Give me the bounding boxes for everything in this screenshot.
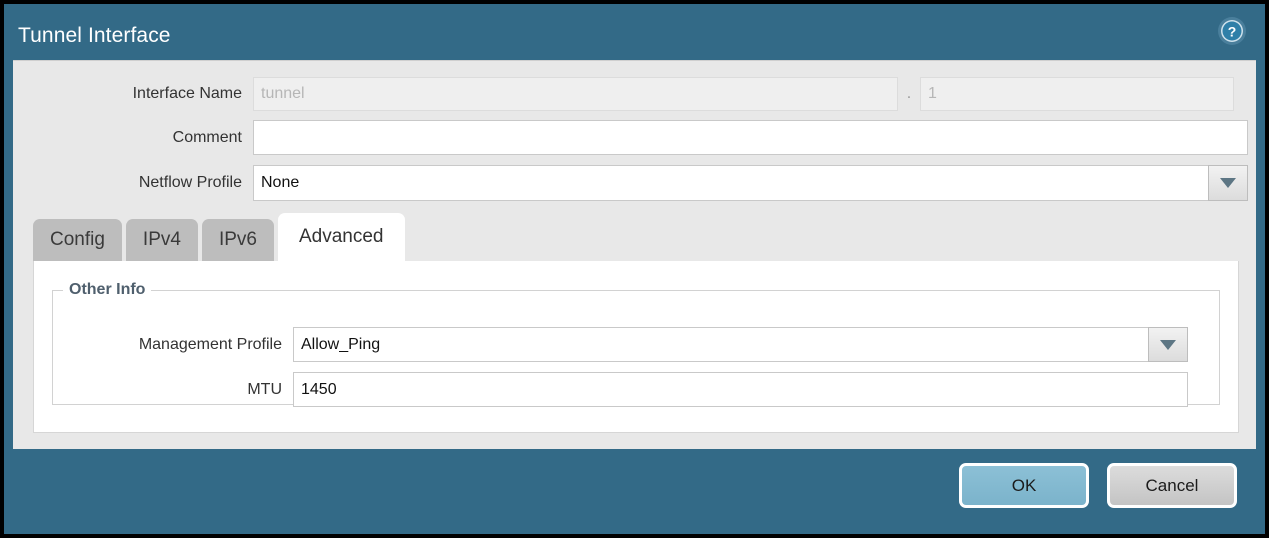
mtu-row: MTU 1450	[53, 372, 1221, 407]
netflow-profile-select[interactable]: None	[253, 165, 1208, 201]
dialog-titlebar: Tunnel Interface ?	[4, 4, 1265, 60]
interface-name-input[interactable]: tunnel	[253, 77, 898, 111]
netflow-profile-label: Netflow Profile	[138, 174, 242, 191]
tab-advanced[interactable]: Advanced	[277, 213, 405, 261]
dialog-title: Tunnel Interface	[18, 24, 171, 47]
mtu-input[interactable]: 1450	[293, 372, 1188, 407]
interface-name-row: Interface Name tunnel . 1	[13, 77, 1256, 111]
tab-panel-advanced: Other Info Management Profile Allow_Ping…	[33, 261, 1239, 433]
dialog-footer: OK Cancel	[4, 449, 1265, 534]
cancel-button[interactable]: Cancel	[1107, 463, 1237, 508]
tab-ipv4[interactable]: IPv4	[125, 219, 198, 261]
interface-subid-input[interactable]: 1	[920, 77, 1234, 111]
tab-ipv6[interactable]: IPv6	[201, 219, 274, 261]
interface-name-separator: .	[906, 85, 912, 102]
chevron-down-icon[interactable]	[1208, 165, 1248, 201]
other-info-legend: Other Info	[69, 281, 146, 298]
tab-strip: Config IPv4 IPv6 Advanced	[33, 213, 409, 261]
chevron-down-icon[interactable]	[1148, 327, 1188, 362]
management-profile-label: Management Profile	[138, 335, 282, 353]
caret-shape	[1220, 178, 1236, 188]
other-info-group: Other Info Management Profile Allow_Ping…	[52, 281, 1221, 407]
comment-row: Comment	[13, 120, 1256, 155]
comment-input[interactable]	[253, 120, 1248, 155]
management-profile-row: Management Profile Allow_Ping	[53, 327, 1221, 362]
netflow-profile-row: Netflow Profile None	[13, 165, 1256, 201]
caret-shape	[1160, 339, 1176, 350]
tab-config[interactable]: Config	[33, 219, 122, 261]
interface-name-label: Interface Name	[132, 85, 242, 102]
svg-text:?: ?	[1228, 24, 1237, 40]
ok-button[interactable]: OK	[959, 463, 1089, 508]
help-circle-icon[interactable]: ?	[1217, 16, 1247, 46]
comment-label: Comment	[172, 128, 242, 146]
management-profile-select[interactable]: Allow_Ping	[293, 327, 1148, 362]
dialog-content: Interface Name tunnel . 1 Comment Netflo…	[13, 60, 1256, 449]
tunnel-interface-dialog: Tunnel Interface ? Interface Name tunnel…	[4, 4, 1265, 534]
mtu-label: MTU	[247, 380, 282, 398]
